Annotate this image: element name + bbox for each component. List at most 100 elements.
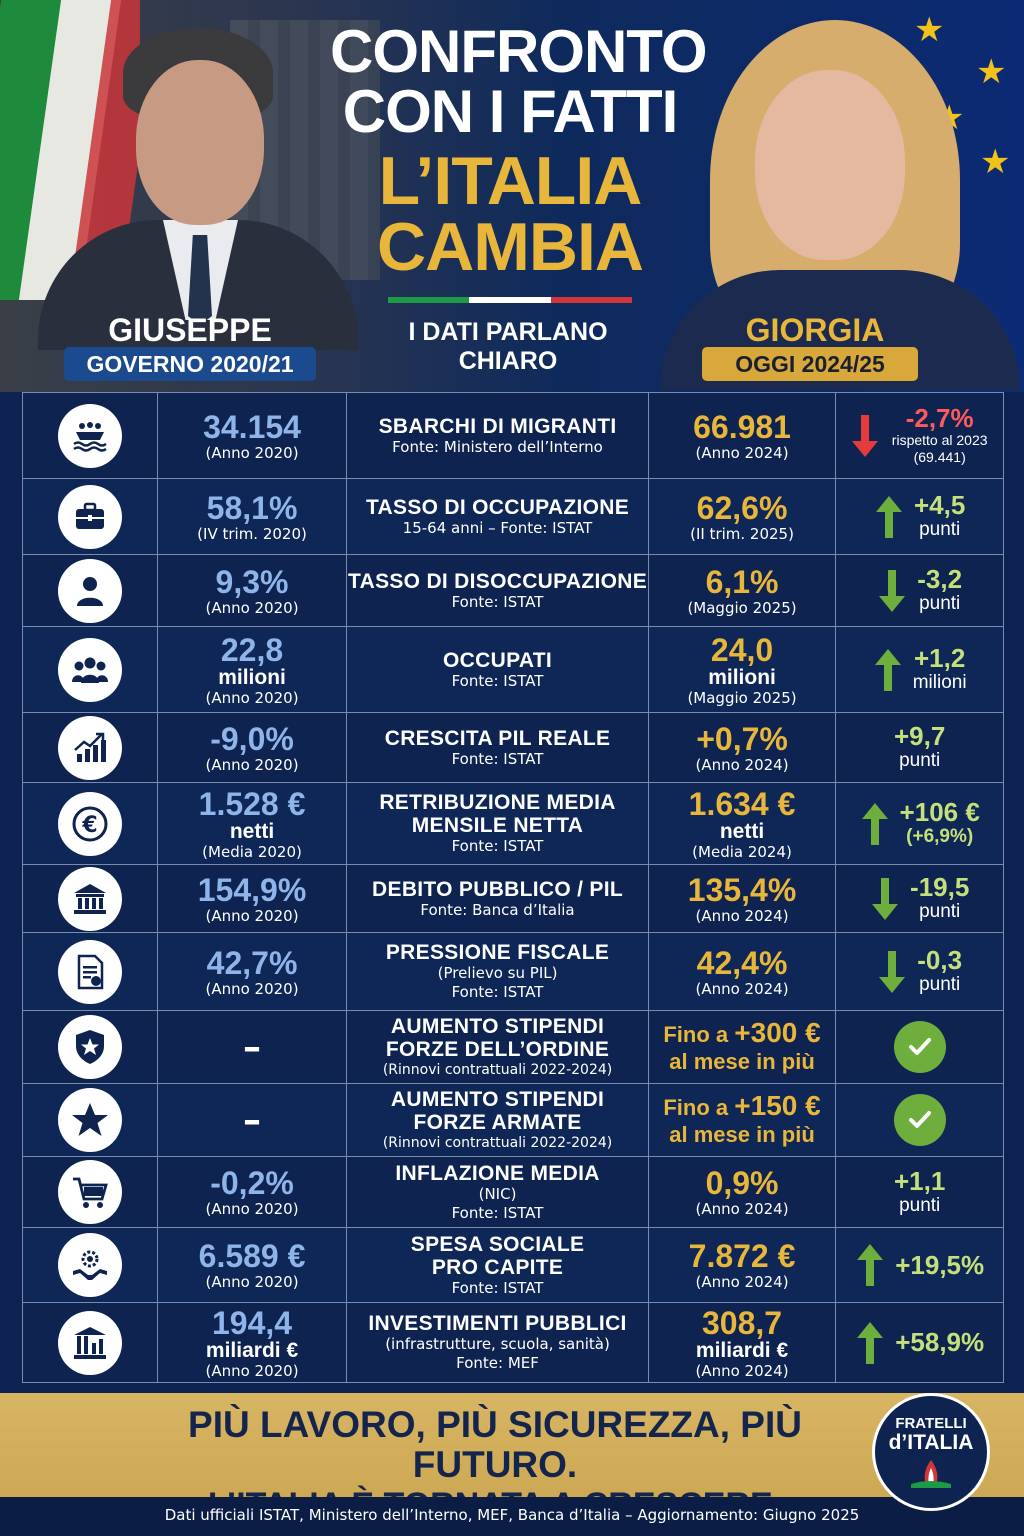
icon-cell — [23, 555, 158, 626]
after-period: (Anno 2024) — [695, 1361, 789, 1380]
delta-value: +4,5 — [914, 490, 966, 520]
meloni-value-cell: 6,1% (Maggio 2025) — [649, 555, 837, 626]
table-row: €1.528 € netti (Media 2020) RETRIBUZIONE ME… — [23, 783, 1003, 865]
before-period: (Anno 2020) — [205, 906, 299, 925]
delta-unit: rispetto al 2023 (69.441) — [891, 432, 988, 465]
table-row: – AUMENTO STIPENDI FORZE ARMATE (Rinnovi co… — [23, 1084, 1003, 1157]
indicator-source: Fonte: Ministero dell’Interno — [392, 437, 603, 456]
delta-unit: milioni — [912, 672, 967, 693]
meloni-value-cell: Fino a +150 € al mese in più — [649, 1084, 837, 1156]
bank-icon — [57, 866, 122, 931]
source-note: Dati ufficiali ISTAT, Ministero dell’Int… — [0, 1497, 1024, 1536]
after-value: 66.981 — [693, 408, 791, 445]
party-logo: FRATELLI d’ITALIA — [872, 1393, 990, 1511]
before-value: 6.589 € — [198, 1238, 306, 1274]
title-line-3: L’ITALIA — [378, 143, 643, 219]
table-row: 9,3% (Anno 2020) TASSO DI DISOCCUPAZIONE Fo… — [23, 555, 1003, 627]
ship-icon — [57, 403, 122, 468]
icon-cell — [23, 933, 158, 1010]
before-period: (Anno 2020) — [205, 688, 299, 707]
indicator-title: RETRIBUZIONE MEDIA — [379, 791, 616, 814]
indicator-cell: SPESA SOCIALE PRO CAPITE Fonte: ISTAT — [347, 1228, 649, 1302]
indicator-title: INFLAZIONE MEDIA — [395, 1161, 600, 1185]
table-row: -9,0% (Anno 2020) CRESCITA PIL REALE Fonte:… — [23, 713, 1003, 783]
after-period: (Anno 2024) — [695, 979, 789, 998]
delta-text: +58,9% — [895, 1329, 984, 1356]
before-value: 34.154 — [203, 408, 301, 445]
indicator-source: Fonte: ISTAT — [451, 749, 544, 768]
meloni-value-cell: 135,4% (Anno 2024) — [649, 865, 837, 932]
delta-text: +1,1 punti — [894, 1167, 945, 1217]
before-value: – — [243, 1099, 262, 1141]
delta-value: -3,2 — [917, 564, 963, 594]
delta-unit: punti — [919, 901, 961, 922]
after-value: 24,0 — [710, 631, 774, 668]
down-arrow-icon — [879, 950, 906, 993]
before-value: 1.528 € — [198, 785, 306, 822]
down-arrow-icon — [879, 569, 906, 612]
change-cell: +1,2 milioni — [836, 627, 1003, 712]
before-period: (IV trim. 2020) — [197, 524, 307, 543]
change-cell: +106 € (+6,9%) — [836, 783, 1003, 864]
meloni-value-cell: 7.872 € (Anno 2024) — [649, 1228, 837, 1302]
after-value: 0,9% — [705, 1165, 779, 1201]
after-unit: netti — [719, 819, 765, 843]
indicator-source: Fonte: MEF — [456, 1354, 539, 1372]
up-arrow-icon — [874, 648, 901, 691]
meloni-value-cell: 308,7 miliardi € (Anno 2024) — [649, 1303, 837, 1382]
after-value: Fino a +300 € — [663, 1017, 821, 1048]
up-arrow-icon — [861, 802, 888, 845]
delta-text: +9,7 punti — [894, 723, 945, 772]
logo-text-2: d’ITALIA — [888, 1431, 974, 1454]
indicator-source: Fonte: ISTAT — [451, 837, 544, 855]
before-unit: miliardi € — [205, 1338, 299, 1362]
delta-value: +9,7 — [894, 721, 946, 751]
conte-value-cell: 42,7% (Anno 2020) — [158, 933, 348, 1010]
delta-text: -19,5 punti — [910, 874, 969, 923]
after-period: (II trim. 2025) — [690, 524, 794, 543]
table-row: 58,1% (IV trim. 2020) TASSO DI OCCUPAZIONE… — [23, 479, 1003, 555]
delta-unit: punti — [919, 593, 961, 614]
left-period-badge: GOVERNO 2020/21 — [64, 347, 316, 381]
down-arrow-icon — [872, 877, 899, 920]
after-period: (Anno 2024) — [695, 755, 789, 774]
after-period: (Anno 2024) — [695, 1273, 789, 1291]
after-value: +0,7% — [696, 720, 788, 757]
delta-text: +4,5 punti — [914, 492, 965, 541]
before-value: 9,3% — [215, 563, 289, 600]
table-row: 194,4 miliardi € (Anno 2020) INVESTIMENTI P… — [23, 1303, 1003, 1382]
conte-value-cell: – — [158, 1011, 348, 1083]
right-period-badge: OGGI 2024/25 — [702, 347, 918, 381]
table-row: 22,8 milioni (Anno 2020) OCCUPATI Fonte: IST… — [23, 627, 1003, 713]
change-cell: +9,7 punti — [836, 713, 1003, 782]
before-value: -0,2% — [210, 1165, 294, 1201]
indicator-subtitle: MENSILE NETTA — [411, 814, 584, 837]
indicator-source: Fonte: ISTAT — [451, 983, 544, 1001]
delta-text: -2,7% rispetto al 2023 (69.441) — [890, 405, 990, 466]
table-row: 34.154 (Anno 2020) SBARCHI DI MIGRANTI Font… — [23, 393, 1003, 479]
table-row: 42,7% (Anno 2020) PRESSIONE FISCALE (Prelie… — [23, 933, 1003, 1011]
meloni-value-cell: 24,0 milioni (Maggio 2025) — [649, 627, 837, 712]
indicator-cell: OCCUPATI Fonte: ISTAT — [347, 627, 649, 712]
change-cell: +1,1 punti — [836, 1157, 1003, 1227]
briefcase-icon — [57, 484, 122, 549]
before-period: (Anno 2020) — [205, 443, 299, 462]
icon-cell — [23, 1084, 158, 1156]
indicator-cell: AUMENTO STIPENDI FORZE ARMATE (Rinnovi con… — [347, 1084, 649, 1156]
before-period: (Anno 2020) — [205, 1200, 299, 1218]
comparison-table: 34.154 (Anno 2020) SBARCHI DI MIGRANTI Font… — [22, 392, 1004, 1383]
change-cell: -2,7% rispetto al 2023 (69.441) — [836, 393, 1003, 478]
tagline: I DATI PARLANO CHIARO — [408, 318, 608, 375]
indicator-title: PRESSIONE FISCALE — [385, 941, 610, 964]
group-icon — [57, 637, 122, 702]
indicator-title: TASSO DI OCCUPAZIONE — [365, 495, 630, 519]
indicator-source: Fonte: ISTAT — [451, 1278, 544, 1297]
title-line-1: CONFRONTO — [330, 18, 708, 85]
conte-value-cell: 22,8 milioni (Anno 2020) — [158, 627, 348, 712]
delta-value: -2,7% — [905, 403, 974, 433]
change-cell — [836, 1011, 1003, 1083]
change-cell: -19,5 punti — [836, 865, 1003, 932]
icon-cell: € — [23, 783, 158, 864]
delta-value: -19,5 — [910, 872, 970, 902]
indicator-cell: PRESSIONE FISCALE (Prelievo su PIL) Fonte:… — [347, 933, 649, 1010]
